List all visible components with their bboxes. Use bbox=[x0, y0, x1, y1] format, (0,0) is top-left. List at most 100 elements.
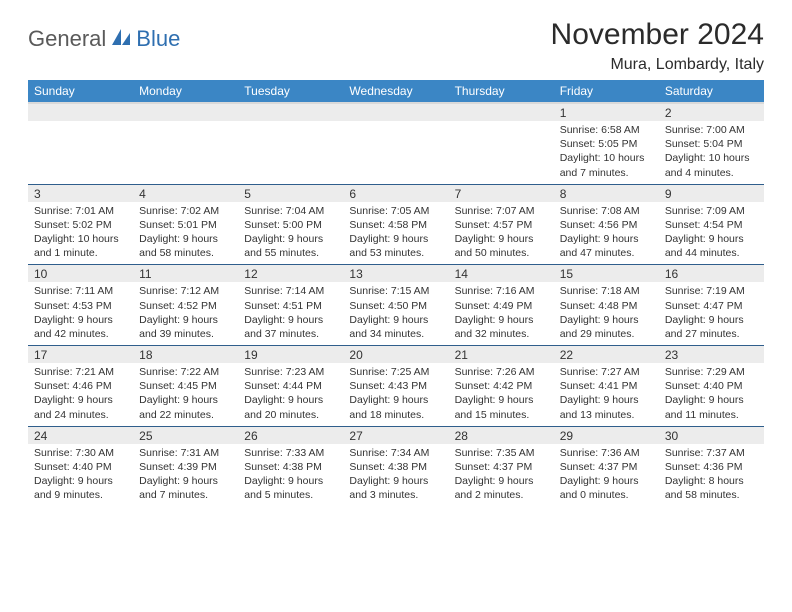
sunrise-line: Sunrise: 7:00 AM bbox=[665, 123, 758, 137]
daynum-row: 3456789 bbox=[28, 184, 764, 202]
sunrise-line: Sunrise: 7:11 AM bbox=[34, 284, 127, 298]
sunrise-line: Sunrise: 7:14 AM bbox=[244, 284, 337, 298]
day-number-cell: 3 bbox=[28, 184, 133, 202]
sunset-line: Sunset: 5:01 PM bbox=[139, 218, 232, 232]
weekday-header: Tuesday bbox=[238, 80, 343, 103]
daylight-line: Daylight: 10 hours and 7 minutes. bbox=[560, 151, 653, 179]
day-number-cell: 6 bbox=[343, 184, 448, 202]
day-number-cell: 20 bbox=[343, 346, 448, 364]
weekday-header: Monday bbox=[133, 80, 238, 103]
daylight-line: Daylight: 9 hours and 15 minutes. bbox=[455, 393, 548, 421]
day-content-cell: Sunrise: 7:22 AMSunset: 4:45 PMDaylight:… bbox=[133, 363, 238, 426]
day-number-cell: 24 bbox=[28, 426, 133, 444]
day-number-cell: 19 bbox=[238, 346, 343, 364]
sunset-line: Sunset: 4:37 PM bbox=[455, 460, 548, 474]
daylight-line: Daylight: 9 hours and 44 minutes. bbox=[665, 232, 758, 260]
sunrise-line: Sunrise: 7:31 AM bbox=[139, 446, 232, 460]
day-content-cell: Sunrise: 7:27 AMSunset: 4:41 PMDaylight:… bbox=[554, 363, 659, 426]
day-content-cell: Sunrise: 7:31 AMSunset: 4:39 PMDaylight:… bbox=[133, 444, 238, 507]
day-number-cell: 25 bbox=[133, 426, 238, 444]
day-content-cell: Sunrise: 7:14 AMSunset: 4:51 PMDaylight:… bbox=[238, 282, 343, 345]
sunrise-line: Sunrise: 7:12 AM bbox=[139, 284, 232, 298]
sunrise-line: Sunrise: 7:22 AM bbox=[139, 365, 232, 379]
daylight-line: Daylight: 9 hours and 47 minutes. bbox=[560, 232, 653, 260]
sunset-line: Sunset: 4:52 PM bbox=[139, 299, 232, 313]
daylight-line: Daylight: 9 hours and 20 minutes. bbox=[244, 393, 337, 421]
sunset-line: Sunset: 4:43 PM bbox=[349, 379, 442, 393]
day-number-cell bbox=[28, 103, 133, 121]
sunrise-line: Sunrise: 7:35 AM bbox=[455, 446, 548, 460]
sunrise-line: Sunrise: 7:09 AM bbox=[665, 204, 758, 218]
logo-text-blue: Blue bbox=[136, 26, 180, 52]
day-content-cell: Sunrise: 7:23 AMSunset: 4:44 PMDaylight:… bbox=[238, 363, 343, 426]
day-number-cell: 22 bbox=[554, 346, 659, 364]
day-number-cell: 11 bbox=[133, 265, 238, 283]
sunset-line: Sunset: 4:48 PM bbox=[560, 299, 653, 313]
day-content-cell: Sunrise: 7:37 AMSunset: 4:36 PMDaylight:… bbox=[659, 444, 764, 507]
header: General Blue November 2024 Mura, Lombard… bbox=[28, 18, 764, 74]
day-content-cell: Sunrise: 7:26 AMSunset: 4:42 PMDaylight:… bbox=[449, 363, 554, 426]
day-content-cell: Sunrise: 7:08 AMSunset: 4:56 PMDaylight:… bbox=[554, 202, 659, 265]
daylight-line: Daylight: 9 hours and 11 minutes. bbox=[665, 393, 758, 421]
day-number-cell: 12 bbox=[238, 265, 343, 283]
sunset-line: Sunset: 5:05 PM bbox=[560, 137, 653, 151]
daylight-line: Daylight: 9 hours and 34 minutes. bbox=[349, 313, 442, 341]
weekday-header: Saturday bbox=[659, 80, 764, 103]
daynum-row: 24252627282930 bbox=[28, 426, 764, 444]
sunset-line: Sunset: 4:54 PM bbox=[665, 218, 758, 232]
day-content-cell: Sunrise: 7:05 AMSunset: 4:58 PMDaylight:… bbox=[343, 202, 448, 265]
sunset-line: Sunset: 4:42 PM bbox=[455, 379, 548, 393]
sunrise-line: Sunrise: 7:01 AM bbox=[34, 204, 127, 218]
day-content-cell: Sunrise: 7:01 AMSunset: 5:02 PMDaylight:… bbox=[28, 202, 133, 265]
sunrise-line: Sunrise: 7:33 AM bbox=[244, 446, 337, 460]
daylight-line: Daylight: 9 hours and 58 minutes. bbox=[139, 232, 232, 260]
logo-text-general: General bbox=[28, 26, 106, 52]
daylight-line: Daylight: 9 hours and 39 minutes. bbox=[139, 313, 232, 341]
daylight-line: Daylight: 9 hours and 50 minutes. bbox=[455, 232, 548, 260]
sunrise-line: Sunrise: 7:02 AM bbox=[139, 204, 232, 218]
day-number-cell bbox=[343, 103, 448, 121]
day-content-cell: Sunrise: 7:04 AMSunset: 5:00 PMDaylight:… bbox=[238, 202, 343, 265]
day-number-cell: 4 bbox=[133, 184, 238, 202]
sunset-line: Sunset: 4:57 PM bbox=[455, 218, 548, 232]
daynum-row: 10111213141516 bbox=[28, 265, 764, 283]
day-content-cell: Sunrise: 7:11 AMSunset: 4:53 PMDaylight:… bbox=[28, 282, 133, 345]
sunset-line: Sunset: 4:38 PM bbox=[349, 460, 442, 474]
daylight-line: Daylight: 10 hours and 1 minute. bbox=[34, 232, 127, 260]
weekday-header-row: SundayMondayTuesdayWednesdayThursdayFrid… bbox=[28, 80, 764, 103]
day-number-cell: 5 bbox=[238, 184, 343, 202]
day-number-cell: 21 bbox=[449, 346, 554, 364]
daynum-row: 12 bbox=[28, 103, 764, 121]
sail-icon bbox=[110, 27, 132, 52]
day-content-cell bbox=[28, 121, 133, 184]
daylight-line: Daylight: 9 hours and 29 minutes. bbox=[560, 313, 653, 341]
day-content-cell bbox=[449, 121, 554, 184]
day-content-cell: Sunrise: 7:35 AMSunset: 4:37 PMDaylight:… bbox=[449, 444, 554, 507]
daylight-line: Daylight: 9 hours and 32 minutes. bbox=[455, 313, 548, 341]
day-content-cell: Sunrise: 7:12 AMSunset: 4:52 PMDaylight:… bbox=[133, 282, 238, 345]
sunset-line: Sunset: 4:40 PM bbox=[34, 460, 127, 474]
day-content-cell: Sunrise: 7:21 AMSunset: 4:46 PMDaylight:… bbox=[28, 363, 133, 426]
daylight-line: Daylight: 9 hours and 18 minutes. bbox=[349, 393, 442, 421]
weekday-header: Friday bbox=[554, 80, 659, 103]
sunrise-line: Sunrise: 7:05 AM bbox=[349, 204, 442, 218]
day-number-cell: 28 bbox=[449, 426, 554, 444]
sunrise-line: Sunrise: 7:30 AM bbox=[34, 446, 127, 460]
day-number-cell: 18 bbox=[133, 346, 238, 364]
sunset-line: Sunset: 4:53 PM bbox=[34, 299, 127, 313]
sunrise-line: Sunrise: 7:19 AM bbox=[665, 284, 758, 298]
title-block: November 2024 Mura, Lombardy, Italy bbox=[551, 18, 764, 74]
day-content-cell: Sunrise: 6:58 AMSunset: 5:05 PMDaylight:… bbox=[554, 121, 659, 184]
daylight-line: Daylight: 9 hours and 24 minutes. bbox=[34, 393, 127, 421]
day-content-cell: Sunrise: 7:00 AMSunset: 5:04 PMDaylight:… bbox=[659, 121, 764, 184]
day-content-cell bbox=[343, 121, 448, 184]
weekday-header: Sunday bbox=[28, 80, 133, 103]
sunset-line: Sunset: 4:41 PM bbox=[560, 379, 653, 393]
sunrise-line: Sunrise: 7:25 AM bbox=[349, 365, 442, 379]
day-number-cell: 16 bbox=[659, 265, 764, 283]
daylight-line: Daylight: 9 hours and 22 minutes. bbox=[139, 393, 232, 421]
day-content-cell bbox=[133, 121, 238, 184]
weekday-header: Wednesday bbox=[343, 80, 448, 103]
day-number-cell: 17 bbox=[28, 346, 133, 364]
sunrise-line: Sunrise: 7:36 AM bbox=[560, 446, 653, 460]
